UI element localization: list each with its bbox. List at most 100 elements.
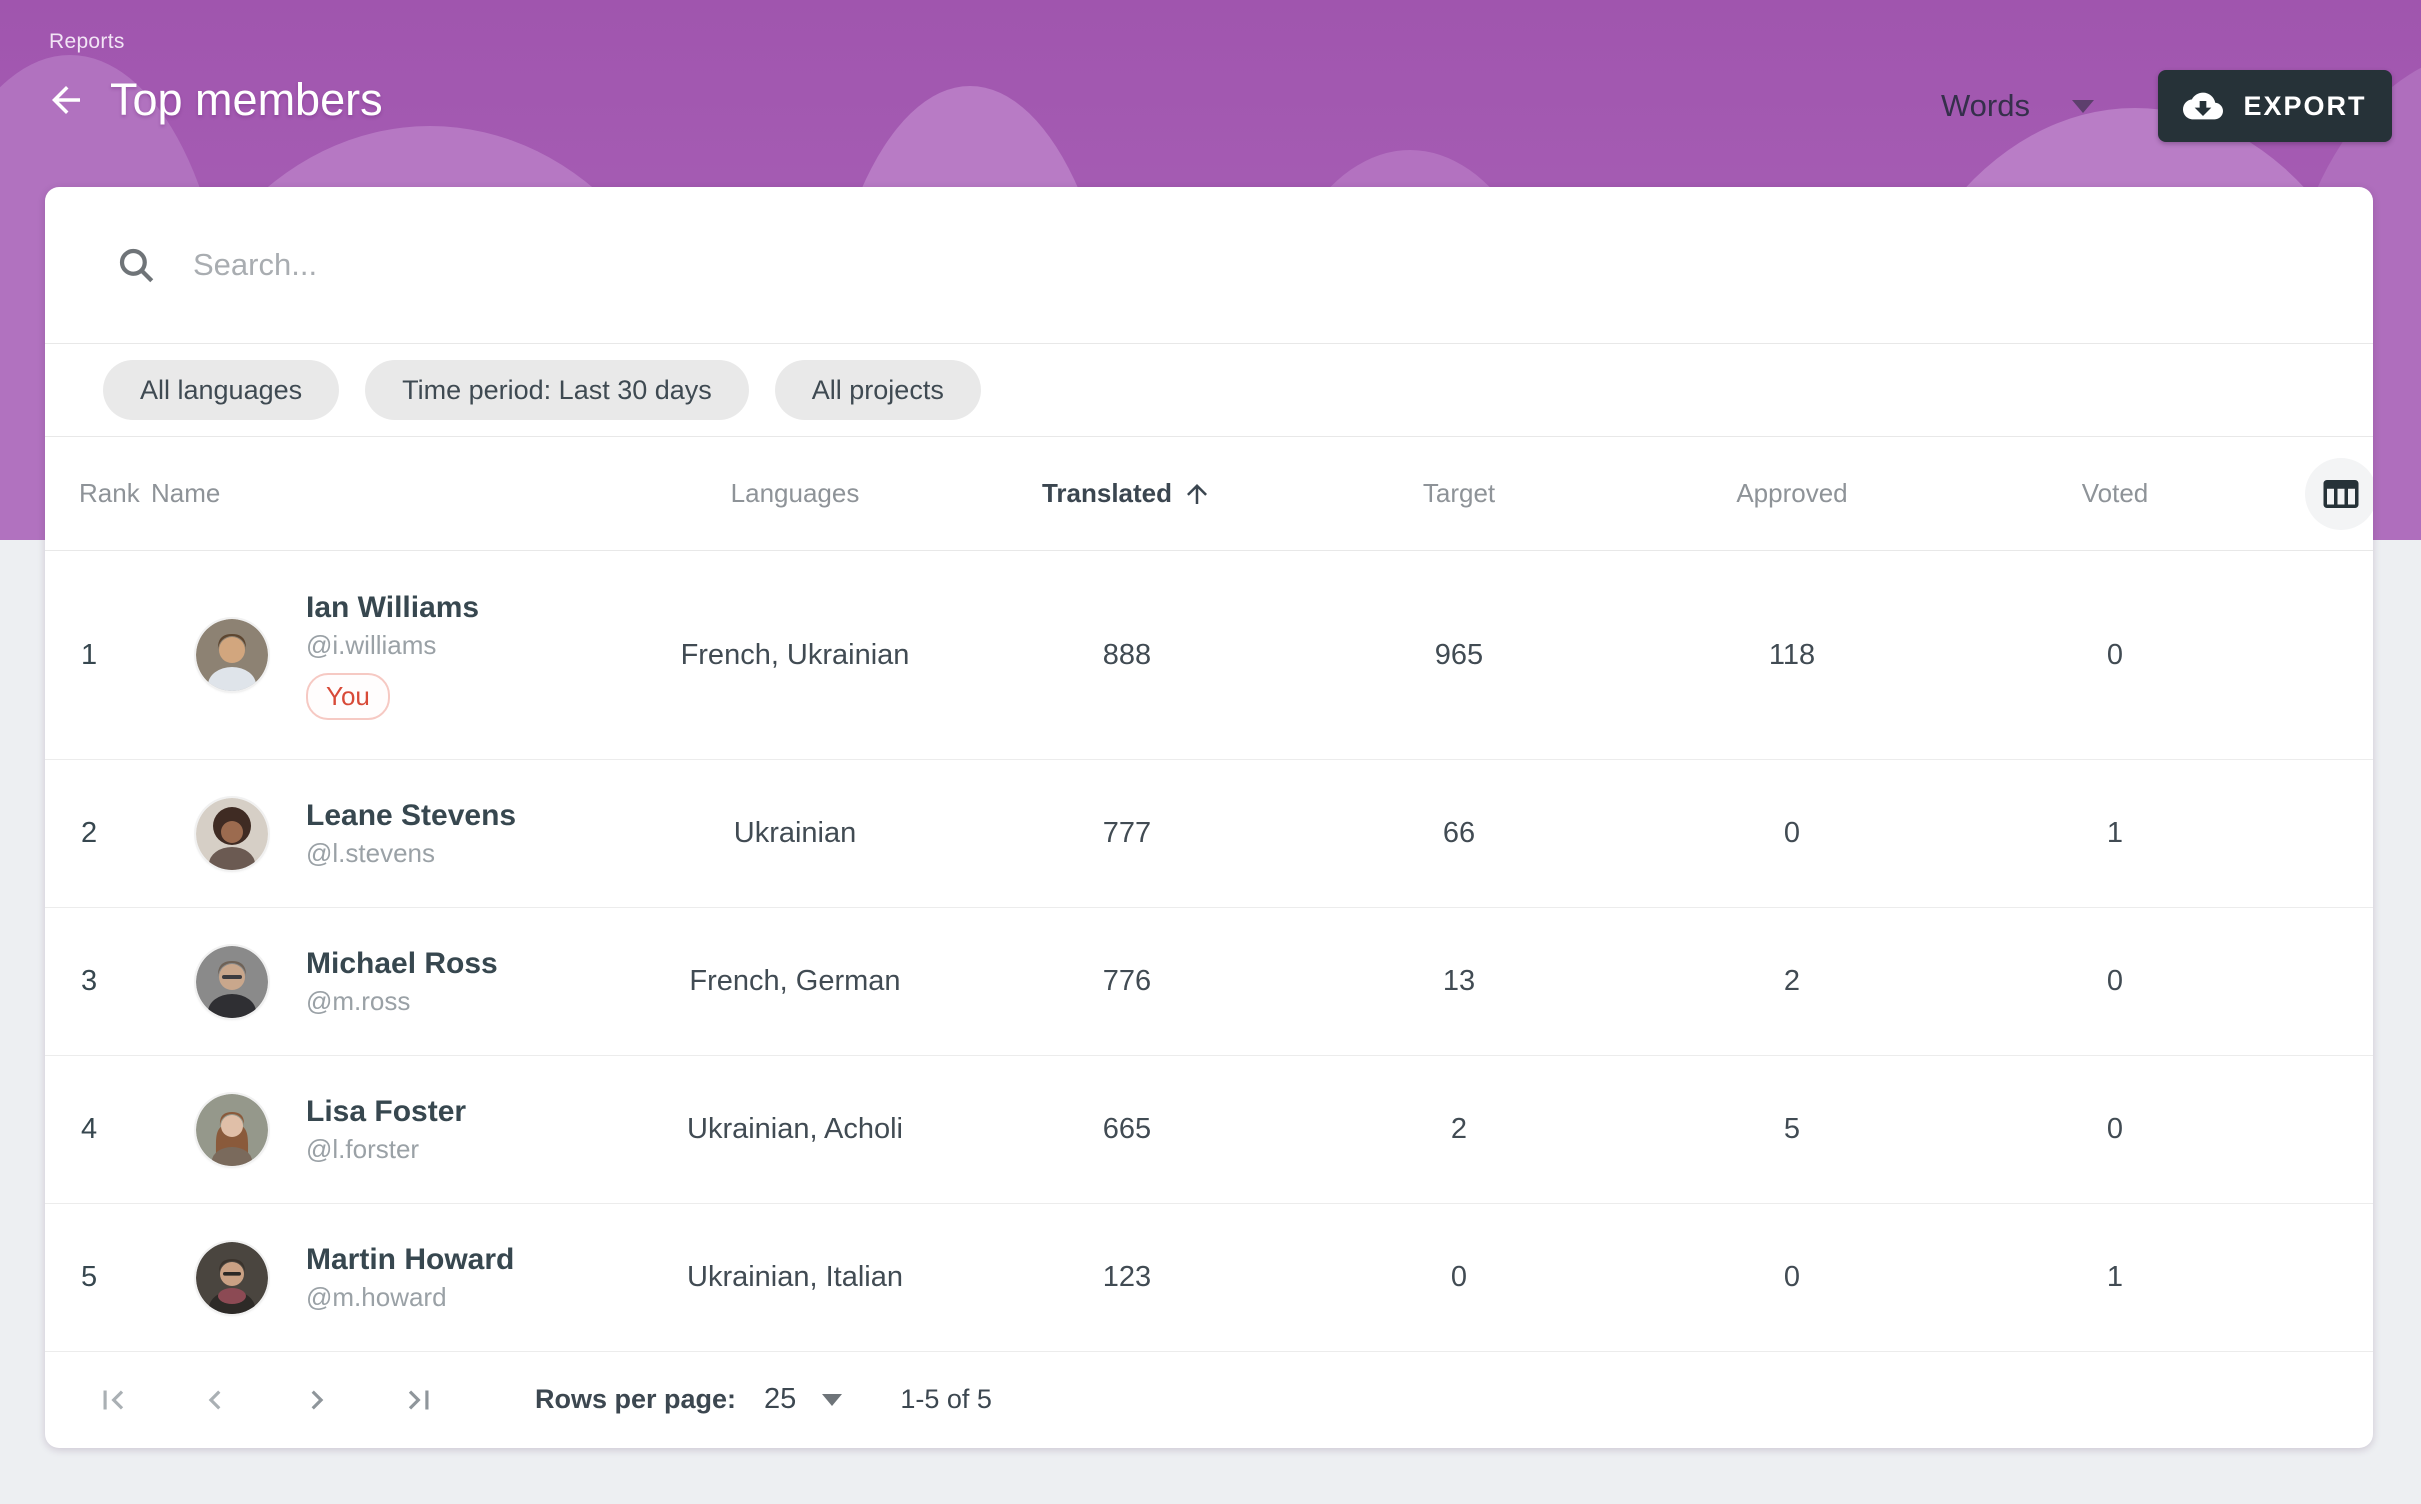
member-cell: Lisa Foster @l.forster — [151, 1093, 595, 1166]
rank-value: 5 — [81, 1261, 98, 1293]
arrow-left-icon — [52, 86, 80, 114]
rank-value: 3 — [81, 965, 98, 997]
chevron-right-icon — [311, 1390, 324, 1409]
column-header-languages[interactable]: Languages — [730, 478, 860, 508]
table-row[interactable]: 5 Martin Howard @m.howard Ukrainian, Ita… — [45, 1204, 2373, 1352]
rows-per-page-select[interactable]: 25 — [764, 1383, 843, 1416]
avatar — [196, 797, 268, 870]
column-header-target[interactable]: Target — [1422, 478, 1496, 508]
translated-cell: 888 — [1102, 638, 1152, 671]
unit-selector-value: Words — [1940, 88, 2030, 123]
voted-cell: 0 — [2106, 1113, 2124, 1145]
member-identity: Ian Williams @i.williams You — [306, 590, 479, 720]
approved-cell: 5 — [1783, 1113, 1801, 1145]
last-page-icon — [408, 1390, 429, 1409]
voted-cell: 0 — [2106, 965, 2124, 997]
member-username: @m.ross — [306, 986, 411, 1016]
column-header-approved[interactable]: Approved — [1736, 478, 1848, 508]
rows-per-page-label: Rows per page: — [535, 1384, 737, 1414]
table-columns-icon — [2323, 479, 2359, 508]
voted-cell: 1 — [2106, 1261, 2124, 1293]
member-name[interactable]: Ian Williams — [306, 591, 480, 624]
pagination-bar: Rows per page: 25 1-5 of 5 — [45, 1352, 2373, 1447]
target-cell: 2 — [1450, 1113, 1468, 1145]
chevron-down-icon — [2072, 99, 2094, 113]
approved-cell: 118 — [1768, 638, 1816, 671]
translated-cell: 776 — [1102, 965, 1152, 997]
title-row: Top members — [38, 72, 383, 128]
export-button-label: EXPORT — [2243, 90, 2367, 121]
chevron-left-icon — [208, 1390, 221, 1409]
first-page-icon — [103, 1390, 124, 1409]
avatar — [196, 1241, 268, 1314]
member-identity: Leane Stevens @l.stevens — [306, 798, 516, 869]
member-identity: Lisa Foster @l.forster — [306, 1094, 466, 1165]
column-settings-button[interactable] — [2305, 457, 2373, 530]
cloud-download-icon — [2183, 92, 2224, 120]
rows-per-page-value: 25 — [764, 1383, 797, 1415]
member-username: @m.howard — [306, 1282, 447, 1312]
member-cell: Michael Ross @m.ross — [151, 945, 595, 1018]
export-button[interactable]: EXPORT — [2158, 70, 2392, 142]
target-cell: 13 — [1442, 965, 1476, 997]
member-name[interactable]: Michael Ross — [306, 947, 498, 980]
target-cell: 965 — [1434, 638, 1484, 671]
member-cell: Leane Stevens @l.stevens — [151, 797, 595, 870]
filter-projects[interactable]: All projects — [774, 360, 981, 420]
search-bar — [45, 187, 2373, 344]
you-badge: You — [306, 673, 390, 720]
languages-cell: Ukrainian, Acholi — [687, 1113, 903, 1145]
member-username: @l.stevens — [306, 838, 435, 868]
search-input[interactable] — [193, 247, 2373, 283]
filter-languages[interactable]: All languages — [103, 360, 340, 420]
rank-value: 1 — [81, 638, 98, 671]
rank-value: 4 — [81, 1113, 98, 1145]
member-identity: Michael Ross @m.ross — [306, 946, 498, 1017]
table-row[interactable]: 1 Ian Williams @i.williams You French, U… — [45, 551, 2373, 760]
back-button[interactable] — [38, 72, 94, 128]
pagination-range: 1-5 of 5 — [900, 1384, 992, 1414]
approved-cell: 0 — [1783, 1261, 1801, 1293]
previous-page-button[interactable] — [195, 1380, 235, 1420]
approved-cell: 0 — [1783, 817, 1801, 849]
target-cell: 66 — [1442, 817, 1476, 849]
page-title: Top members — [110, 74, 383, 125]
column-header-rank[interactable]: Rank — [79, 478, 140, 508]
last-page-button[interactable] — [399, 1380, 439, 1420]
rank-value: 2 — [81, 817, 98, 849]
member-cell: Martin Howard @m.howard — [151, 1241, 595, 1314]
filters-row: All languages Time period: Last 30 days … — [45, 344, 2373, 437]
table-row[interactable]: 2 Leane Stevens @l.stevens Ukrainian 777… — [45, 760, 2373, 908]
column-header-voted[interactable]: Voted — [2081, 478, 2149, 508]
breadcrumb[interactable]: Reports — [49, 30, 125, 53]
member-username: @i.williams — [306, 630, 437, 660]
next-page-button[interactable] — [297, 1380, 337, 1420]
column-header-translated[interactable]: Translated — [995, 478, 1259, 509]
member-cell: Ian Williams @i.williams You — [151, 590, 595, 720]
table-header: Rank Name Languages Translated Target Ap… — [45, 437, 2373, 551]
member-name[interactable]: Martin Howard — [306, 1243, 515, 1276]
avatar — [196, 945, 268, 1018]
voted-cell: 1 — [2106, 817, 2124, 849]
languages-cell: Ukrainian, Italian — [687, 1261, 903, 1293]
filter-time-period[interactable]: Time period: Last 30 days — [365, 360, 749, 420]
hero-actions: Words EXPORT — [1941, 70, 2392, 142]
column-header-name[interactable]: Name — [151, 478, 221, 508]
avatar — [196, 619, 268, 691]
first-page-button[interactable] — [93, 1380, 133, 1420]
member-name[interactable]: Leane Stevens — [306, 799, 517, 832]
languages-cell: Ukrainian — [733, 817, 857, 849]
table-row[interactable]: 4 Lisa Foster @l.forster Ukrainian, Acho… — [45, 1056, 2373, 1204]
search-icon — [119, 248, 154, 283]
sort-ascending-icon — [1187, 483, 1208, 504]
table-row[interactable]: 3 Michael Ross @m.ross French, German 77… — [45, 908, 2373, 1056]
translated-cell: 665 — [1102, 1113, 1152, 1145]
languages-cell: French, Ukrainian — [680, 638, 910, 671]
member-name[interactable]: Lisa Foster — [306, 1095, 467, 1128]
avatar — [196, 1093, 268, 1166]
report-card: All languages Time period: Last 30 days … — [45, 187, 2373, 1448]
target-cell: 0 — [1450, 1261, 1468, 1293]
approved-cell: 2 — [1783, 965, 1801, 997]
unit-selector[interactable]: Words — [1941, 88, 2094, 124]
